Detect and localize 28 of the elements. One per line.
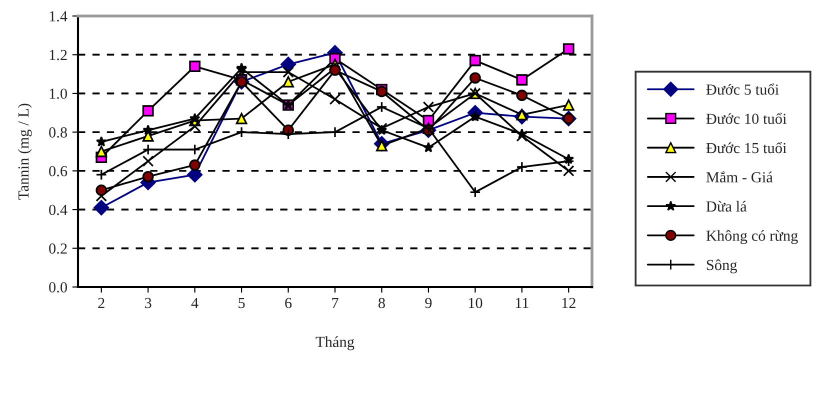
x-tick-label: 12 [562, 298, 576, 308]
x-tick-label: 9 [425, 298, 432, 308]
y-tick-label: 0.8 [49, 127, 67, 138]
legend-label: Sông [706, 259, 738, 274]
y-tick-label: 1.2 [50, 50, 67, 60]
x-tick-label: 6 [285, 298, 292, 308]
x-axis-title: Tháng [316, 336, 354, 350]
x-tick-label: 2 [98, 298, 104, 308]
y-tick-label: 0.4 [49, 204, 68, 216]
x-tick-label: 10 [468, 298, 482, 308]
y-tick-label: 1.0 [50, 88, 67, 99]
y-tick-label: 0.6 [49, 166, 68, 176]
x-tick-label: 7 [332, 298, 338, 308]
legend-label: Không có rừng [706, 230, 798, 244]
y-tick-label: 0.2 [49, 243, 67, 254]
y-tick-label: 1.4 [50, 11, 68, 22]
y-tick-label: 0.0 [49, 282, 67, 293]
legend-label: Đước 5 tuổi [706, 84, 779, 95]
legend-label: Đước 10 tuổi [706, 112, 786, 124]
x-tick-label: 3 [145, 298, 152, 308]
legend-label: Dừa lá [706, 200, 747, 212]
x-tick-label: 11 [516, 298, 528, 308]
y-axis-title: Tannin (mg / L) [18, 104, 32, 200]
x-tick-label: 5 [238, 298, 245, 308]
x-tick-label: 8 [378, 298, 385, 308]
legend-label: Đước 15 tuổi [706, 142, 786, 154]
x-tick-label: 4 [191, 298, 198, 308]
legend-label: Mắm - Giá [706, 171, 773, 182]
